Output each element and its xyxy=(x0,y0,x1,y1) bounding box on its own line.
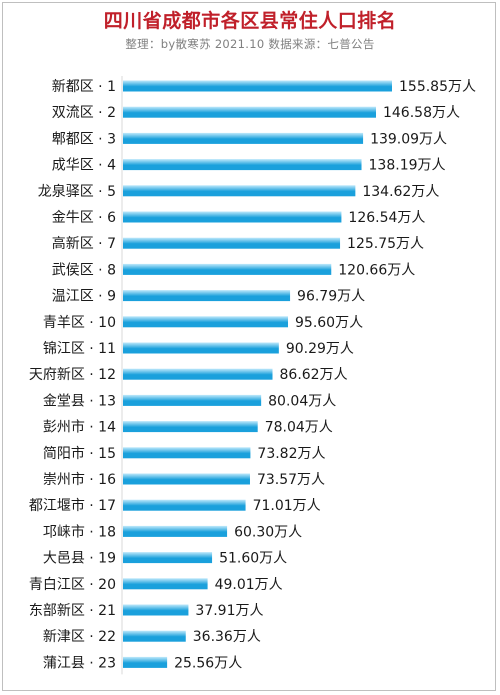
value-label: 51.60万人 xyxy=(219,551,287,567)
bar xyxy=(123,630,186,642)
value-label: 25.56万人 xyxy=(174,655,242,671)
category-label: 双流区 · 2 xyxy=(52,105,116,121)
value-label: 71.01万人 xyxy=(253,498,321,514)
category-label: 大邑县 · 19 xyxy=(43,551,116,567)
value-label: 120.66万人 xyxy=(338,262,415,278)
bar xyxy=(123,80,392,92)
chart-frame xyxy=(2,2,496,691)
category-label: 金牛区 · 6 xyxy=(52,210,116,226)
value-label: 73.82万人 xyxy=(257,446,325,462)
value-label: 95.60万人 xyxy=(295,315,363,331)
value-label: 36.36万人 xyxy=(193,629,261,645)
category-label: 高新区 · 7 xyxy=(52,235,116,252)
bar xyxy=(123,185,356,197)
category-label: 锦江区 · 11 xyxy=(43,340,116,357)
category-label: 蒲江县 · 23 xyxy=(43,655,116,671)
category-label: 新都区 · 1 xyxy=(52,79,116,95)
value-label: 86.62万人 xyxy=(280,367,348,383)
category-label: 郫都区 · 3 xyxy=(52,131,116,147)
value-label: 155.85万人 xyxy=(399,79,476,95)
value-label: 146.58万人 xyxy=(383,105,460,121)
bar xyxy=(123,604,189,616)
bar xyxy=(123,263,332,275)
bar xyxy=(123,656,168,668)
bar xyxy=(123,290,291,302)
category-label: 武侯区 · 8 xyxy=(52,262,116,278)
bar xyxy=(123,394,262,406)
value-label: 78.04万人 xyxy=(265,420,333,436)
value-label: 138.19万人 xyxy=(369,158,446,174)
value-label: 73.57万人 xyxy=(257,472,325,488)
category-label: 天府新区 · 12 xyxy=(29,367,116,383)
bar xyxy=(123,499,246,511)
category-label: 彭州市 · 14 xyxy=(43,419,116,436)
bar xyxy=(123,106,376,118)
bar xyxy=(123,237,341,249)
value-label: 60.30万人 xyxy=(234,524,302,540)
category-label: 邛崃市 · 18 xyxy=(43,523,116,540)
value-label: 49.01万人 xyxy=(215,577,283,593)
chart-subtitle: 整理：by散寒苏 2021.10 数据来源：七普公告 xyxy=(125,37,375,51)
bar xyxy=(123,316,289,328)
category-label: 青白江区 · 20 xyxy=(29,577,116,593)
category-label: 简阳市 · 15 xyxy=(43,445,116,462)
bar xyxy=(123,132,364,144)
category-label: 青羊区 · 10 xyxy=(43,315,116,331)
value-label: 139.09万人 xyxy=(370,131,447,147)
value-label: 126.54万人 xyxy=(348,210,425,226)
chart-title: 四川省成都市各区县常住人口排名 xyxy=(103,10,397,32)
value-label: 125.75万人 xyxy=(347,236,424,252)
value-label: 80.04万人 xyxy=(268,393,336,409)
category-label: 都江堰市 · 17 xyxy=(29,497,116,514)
bar xyxy=(123,525,228,537)
category-label: 温江区 · 9 xyxy=(52,289,116,305)
value-label: 90.29万人 xyxy=(286,341,354,357)
bar xyxy=(123,473,250,485)
category-label: 龙泉驿区 · 5 xyxy=(38,183,116,200)
bar xyxy=(123,342,279,354)
bar xyxy=(123,552,213,564)
category-label: 新津区 · 22 xyxy=(43,629,116,645)
bar xyxy=(123,211,342,223)
bar xyxy=(123,578,208,590)
bar xyxy=(123,159,362,171)
category-label: 崇州市 · 16 xyxy=(43,471,116,488)
bar xyxy=(123,447,251,459)
bar xyxy=(123,421,258,433)
category-label: 东部新区 · 21 xyxy=(29,603,116,619)
value-label: 134.62万人 xyxy=(362,184,439,200)
bar xyxy=(123,368,273,380)
value-label: 37.91万人 xyxy=(195,603,263,619)
value-label: 96.79万人 xyxy=(297,289,365,305)
category-label: 金堂县 · 13 xyxy=(43,393,116,409)
category-label: 成华区 · 4 xyxy=(52,158,116,174)
